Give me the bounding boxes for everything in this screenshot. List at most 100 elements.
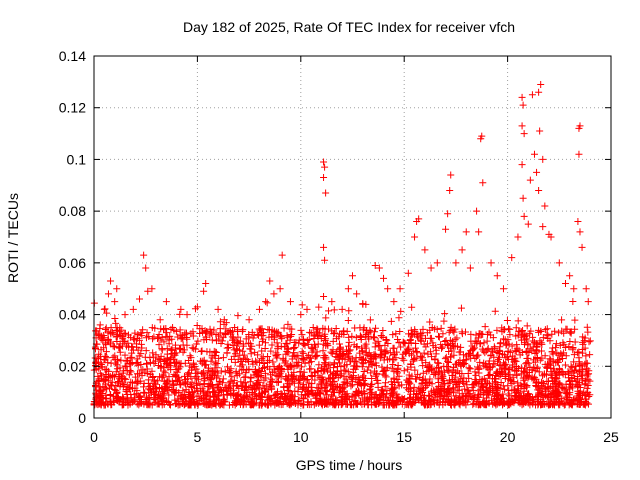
data-point — [335, 330, 343, 338]
data-point — [226, 369, 234, 377]
data-point — [286, 388, 294, 396]
data-point — [316, 329, 324, 337]
data-point — [435, 392, 443, 400]
data-point — [237, 357, 245, 365]
data-point — [352, 375, 360, 383]
data-point — [548, 330, 556, 338]
data-point — [570, 358, 578, 366]
data-point — [499, 401, 507, 409]
data-point — [492, 371, 500, 379]
data-point — [360, 387, 368, 395]
data-point — [101, 365, 109, 373]
data-point — [425, 400, 433, 408]
data-point — [194, 400, 202, 408]
data-point — [143, 329, 151, 337]
data-point — [400, 396, 408, 404]
data-point — [129, 305, 137, 313]
data-point — [419, 325, 427, 333]
data-point — [584, 389, 592, 397]
data-point — [130, 335, 138, 343]
data-point — [303, 305, 311, 313]
data-point — [471, 344, 479, 352]
data-point — [374, 376, 382, 384]
data-point — [514, 317, 522, 325]
data-point — [357, 332, 365, 340]
data-point — [390, 350, 398, 358]
data-point — [283, 400, 291, 408]
data-point — [311, 369, 319, 377]
data-point — [426, 318, 434, 326]
data-point — [518, 122, 526, 130]
data-point — [134, 330, 142, 338]
data-point — [390, 356, 398, 364]
data-point — [177, 345, 185, 353]
data-point — [159, 371, 167, 379]
data-point — [333, 367, 341, 375]
data-point — [566, 377, 574, 385]
data-point — [280, 324, 288, 332]
data-point — [584, 328, 592, 336]
data-point — [483, 364, 491, 372]
data-point — [368, 401, 376, 409]
data-point — [192, 369, 200, 377]
data-point — [440, 362, 448, 370]
data-point — [489, 348, 497, 356]
data-point — [493, 272, 501, 280]
data-point — [485, 360, 493, 368]
data-point — [163, 376, 171, 384]
data-point — [332, 324, 340, 332]
data-point — [300, 384, 308, 392]
data-point — [142, 334, 150, 342]
data-point — [142, 347, 150, 355]
y-tick-label: 0.08 — [59, 203, 86, 219]
data-point — [424, 363, 432, 371]
data-point — [514, 398, 522, 406]
data-point — [519, 101, 527, 109]
data-point — [146, 386, 154, 394]
data-point — [529, 396, 537, 404]
data-point — [430, 400, 438, 408]
data-point — [279, 400, 287, 408]
data-point — [346, 346, 354, 354]
data-point — [345, 342, 353, 350]
data-point — [420, 349, 428, 357]
data-point — [483, 337, 491, 345]
data-point — [131, 329, 139, 337]
data-point — [245, 316, 253, 324]
data-point — [578, 374, 586, 382]
data-point — [352, 334, 360, 342]
data-point — [297, 311, 305, 319]
data-point — [249, 360, 257, 368]
data-point — [503, 340, 511, 348]
data-point — [537, 339, 545, 347]
data-point — [264, 393, 272, 401]
data-point — [120, 330, 128, 338]
data-point — [572, 380, 580, 388]
data-point — [203, 389, 211, 397]
data-point — [364, 351, 372, 359]
data-point — [313, 328, 321, 336]
data-point — [402, 349, 410, 357]
data-point — [180, 379, 188, 387]
data-point — [195, 375, 203, 383]
data-point — [567, 329, 575, 337]
data-point — [446, 186, 454, 194]
data-point — [162, 298, 170, 306]
data-point — [408, 303, 416, 311]
data-point — [227, 355, 235, 363]
data-point — [367, 395, 375, 403]
data-point — [242, 400, 250, 408]
data-point — [149, 353, 157, 361]
data-point — [377, 332, 385, 340]
data-point — [344, 285, 352, 293]
data-point — [113, 332, 121, 340]
data-point — [172, 327, 180, 335]
data-point — [129, 384, 137, 392]
data-point — [177, 305, 185, 313]
data-point — [232, 338, 240, 346]
data-point — [227, 389, 235, 397]
data-point — [456, 356, 464, 364]
data-point — [306, 328, 314, 336]
data-point — [562, 280, 570, 288]
data-point — [474, 380, 482, 388]
